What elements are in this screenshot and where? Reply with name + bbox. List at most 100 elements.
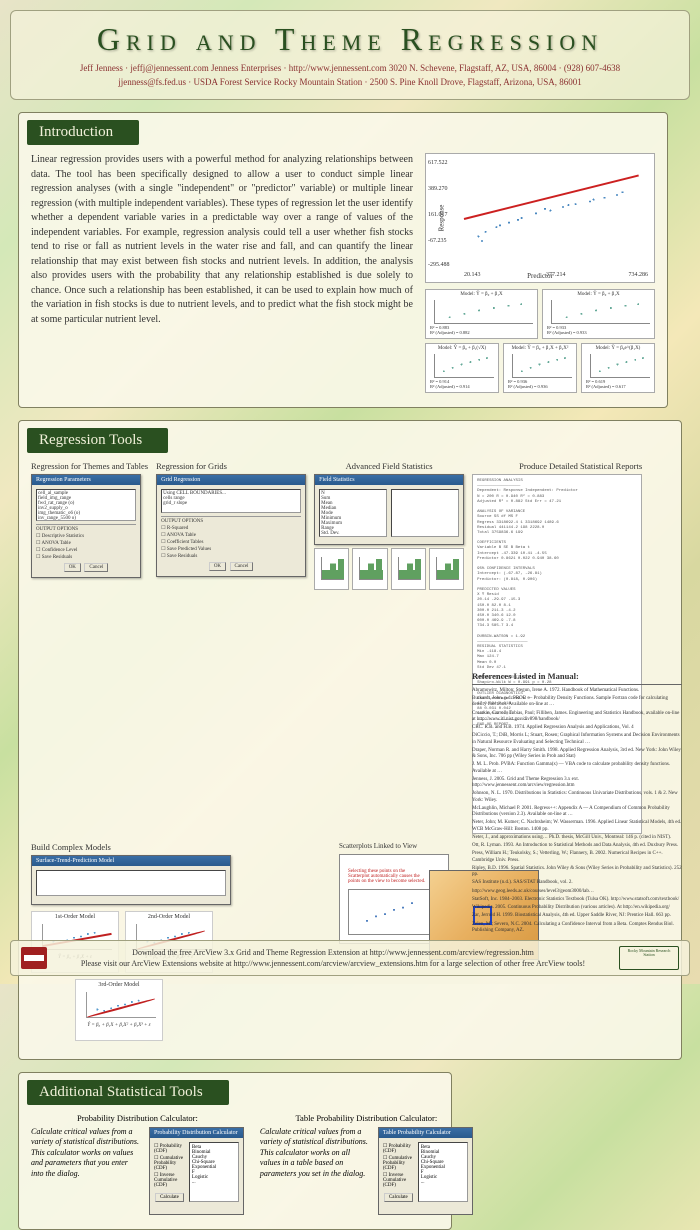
- prob-text: Calculate critical values from a variety…: [31, 1127, 141, 1179]
- output-options-label: OUTPUT OPTIONS: [36, 524, 136, 532]
- dialog-stats[interactable]: Field Statistics N Sum Mean Median Mode …: [314, 474, 464, 545]
- xtick-2: 734.286: [629, 272, 649, 278]
- ref-item-9: McLaughlin, Michael P. 2001. Regress++: …: [472, 806, 682, 819]
- ref-item-5: Draper, Norman R. and Harry Smith. 1998.…: [472, 748, 682, 761]
- topt-0[interactable]: Probability (CDF): [383, 1143, 414, 1154]
- opt-0[interactable]: Descriptive Statistics: [36, 533, 136, 539]
- ref-item-3: CRC. R.B. and H.B. 1974. Applied Regress…: [472, 725, 682, 731]
- build-listbox[interactable]: [36, 870, 226, 896]
- ref-item-0: Abramowitz, Milton; Stegun, Irene A. 197…: [472, 688, 682, 694]
- grids-block: Regression for Grids Grid Regression Usi…: [156, 461, 306, 577]
- stat-thumbnails: [314, 548, 464, 590]
- model-3rd: 3rd-Order Model Ŷ = β₀ + β₁X + β₂X² + β₃…: [75, 979, 163, 1041]
- dialog-grids[interactable]: Grid Regression Using CELL BOUNDARIES...…: [156, 474, 306, 577]
- dialog-themes-title: Regression Parameters: [32, 475, 140, 485]
- references-block: References Listed in Manual: Abramowitz,…: [472, 671, 682, 936]
- intro-title: Introduction: [27, 120, 139, 145]
- refs-title: References Listed in Manual:: [472, 671, 682, 685]
- xtick-0: 20.143: [464, 272, 481, 278]
- btn-calc[interactable]: Calculate: [155, 1193, 184, 1202]
- topt-1[interactable]: Cumulative Probability (CDF): [383, 1155, 414, 1171]
- addl-title: Additional Statistical Tools: [27, 1080, 229, 1105]
- dist-list-2[interactable]: Beta Binomial Cauchy Chi-Square Exponent…: [418, 1142, 468, 1202]
- opt-1[interactable]: ANOVA Table: [36, 540, 136, 546]
- ref-item-17: StatSoft, Inc. 1984–2003. Electronic Sta…: [472, 897, 682, 903]
- ref-item-6: J. M. L. Prob. PVBA: Function Gamma(x) —…: [472, 762, 682, 775]
- byline-1: Jeff Jenness · jeffj@jennessent.com Jenn…: [25, 62, 675, 76]
- xtick-1: 377.214: [546, 272, 566, 278]
- ref-item-18: Wikipedia. 2005. Continuous Probability …: [472, 905, 682, 911]
- btn-ok[interactable]: OK: [64, 563, 81, 572]
- model-charts: 1st-Order Model Ŷ = β₀ + β₁X + ε 2nd-Ord…: [31, 911, 331, 1041]
- ref-item-20: Zelen, M.; Severo, N.C. 2004. Calculatin…: [472, 922, 682, 935]
- btn-calc-2[interactable]: Calculate: [384, 1193, 413, 1202]
- dist-list[interactable]: Beta Binomial Cauchy Chi-Square Exponent…: [189, 1142, 239, 1202]
- scatter-points: [464, 172, 644, 264]
- ref-item-1: Burkardt, John. n.d. PROB — Probability …: [472, 696, 682, 709]
- popt-0[interactable]: Probability (CDF): [154, 1143, 185, 1154]
- intro-text: Linear regression provides users with a …: [31, 153, 413, 393]
- sub-build: Build Complex Models: [31, 842, 331, 852]
- sub-stats: Advanced Field Statistics: [314, 461, 464, 471]
- ref-item-13: Press, William H.; Teukolsky, S.; Vetter…: [472, 851, 682, 864]
- gopt-3[interactable]: Save Predicted Values: [161, 546, 301, 552]
- dialog-build[interactable]: Surface-Trend-Prediction Model: [31, 855, 231, 905]
- thumb-hist-0: [314, 548, 349, 590]
- poster-header: Grid and Theme Regression Jeff Jenness ·…: [10, 10, 690, 100]
- mini-charts-row1: Model: Ŷ = β₀ + β₁X R² = 0.883R² (Adjust…: [425, 289, 655, 339]
- opt-2[interactable]: Confidence Level: [36, 547, 136, 553]
- ytick-3: -67.235: [428, 238, 447, 244]
- ref-item-8: Johnson, N. L. 1970. Distributions in St…: [472, 791, 682, 804]
- footer-line-2: Please visit our ArcView Extensions webs…: [57, 958, 609, 969]
- btn-cancel-2[interactable]: Cancel: [230, 562, 254, 571]
- byline-2: jjenness@fs.fed.us · USDA Forest Service…: [25, 76, 675, 90]
- usfs-logo-icon: Rocky Mountain Research Station: [619, 946, 679, 970]
- ref-item-14: Ripley, B.D. 1996. Spatial Statistics. J…: [472, 866, 682, 879]
- themes-block: Regression for Themes and Tables Regress…: [31, 461, 148, 578]
- footer-line-1: Download the free ArcView 3.x Grid and T…: [57, 947, 609, 958]
- thumb-hist-2: [391, 548, 426, 590]
- tools-title: Regression Tools: [27, 428, 168, 453]
- table-text: Calculate critical values from a variety…: [260, 1127, 370, 1179]
- ytick-0: 617.522: [428, 160, 448, 166]
- intro-charts: Response Predictor 617.522 389.270 161.0…: [425, 153, 655, 393]
- ytick-2: 161.017: [428, 212, 448, 218]
- stats-values: [391, 489, 459, 537]
- dialog-table-title: Table Probability Calculator: [379, 1128, 472, 1138]
- ref-item-4: DiCiccio, T.; DiB, Morris L; Stuart, Ros…: [472, 733, 682, 746]
- ref-item-2: Croarkin, Carroll; Tobias, Paul; Fillibe…: [472, 711, 682, 724]
- link-note: Selecting these points on the Scatterplo…: [348, 869, 428, 884]
- opt-3[interactable]: Save Residuals: [36, 554, 136, 560]
- stats-block: Advanced Field Statistics Field Statisti…: [314, 461, 464, 590]
- ref-item-11: Neter, J., and approximations using… Ph.…: [472, 835, 682, 841]
- gopt-1[interactable]: ANOVA Table: [161, 532, 301, 538]
- btn-ok-2[interactable]: OK: [209, 562, 226, 571]
- mini-chart-2: Model: Ŷ = β₀ + β₁(√X) R² = 0.914R² (Adj…: [425, 343, 499, 393]
- gopt-0[interactable]: R-Squared: [161, 525, 301, 531]
- gopt-4[interactable]: Save Residuals: [161, 553, 301, 559]
- popt-2[interactable]: Inverse Cumulative (CDF): [154, 1172, 185, 1188]
- dialog-prob-calc[interactable]: Probability Distribution Calculator Prob…: [149, 1127, 244, 1215]
- ref-item-15: SAS Institute (n.d.). SAS/STAT Handbook,…: [472, 880, 682, 886]
- gopt-2[interactable]: Coefficient Tables: [161, 539, 301, 545]
- popt-1[interactable]: Cumulative Probability (CDF): [154, 1155, 185, 1171]
- grids-listbox[interactable]: Using CELL BOUNDARIES... cells range gri…: [161, 489, 301, 513]
- stats-fields[interactable]: N Sum Mean Median Mode Minimum Maximum R…: [319, 489, 387, 537]
- mini-chart-1: Model: Ŷ = β₀ + β₁X R² = 0.933R² (Adjust…: [542, 289, 655, 339]
- topt-2[interactable]: Inverse Cumulative (CDF): [383, 1172, 414, 1188]
- dialog-prob-title: Probability Distribution Calculator: [150, 1128, 243, 1138]
- output-options-label-2: OUTPUT OPTIONS: [161, 516, 301, 524]
- dialog-themes[interactable]: Regression Parameters cell_al_sample fie…: [31, 474, 141, 578]
- sub-grids: Regression for Grids: [156, 461, 306, 471]
- poster-title: Grid and Theme Regression: [25, 21, 675, 58]
- thumb-hist-3: [429, 548, 464, 590]
- dialog-table-calc[interactable]: Table Probability Calculator Probability…: [378, 1127, 473, 1215]
- thumb-hist-1: [352, 548, 387, 590]
- ref-item-12: Ott, R. Lyman. 1993. An Introduction to …: [472, 843, 682, 849]
- themes-listbox[interactable]: cell_al_sample field_img_range fwd_rat_r…: [36, 489, 136, 521]
- section-introduction: Introduction Linear regression provides …: [18, 112, 668, 408]
- ref-item-16: http://www.geog.leeds.ac.uk/courses/leve…: [472, 889, 682, 895]
- btn-cancel[interactable]: Cancel: [84, 563, 108, 572]
- prob-label: Probability Distribution Calculator:: [31, 1113, 244, 1123]
- main-scatterplot: Response Predictor 617.522 389.270 161.0…: [425, 153, 655, 283]
